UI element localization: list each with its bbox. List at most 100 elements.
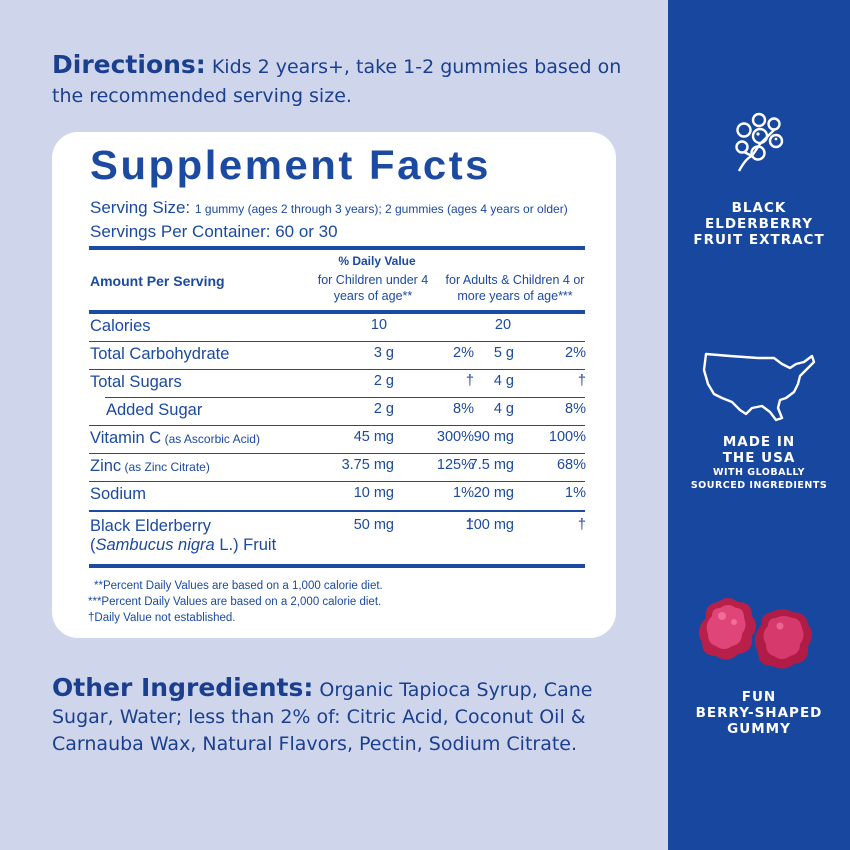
footnote: †Daily Value not established. — [88, 612, 236, 624]
row-divider — [89, 341, 585, 342]
facts-row-vitamin-c: Vitamin C (as Ascorbic Acid) 45 mg 300% … — [90, 426, 586, 452]
child-amount: 2 g — [373, 401, 394, 417]
feature-subline: SOURCED INGREDIENTS — [690, 480, 828, 491]
elderberry-paren: ( — [90, 536, 96, 554]
facts-row-total-sugars: Total Sugars 2 g † 4 g † — [90, 370, 586, 396]
adult-dv: 68% — [556, 457, 586, 473]
header-amount-per-serving: Amount Per Serving — [90, 273, 225, 289]
directions-label: Directions: — [52, 50, 206, 79]
row-divider — [89, 453, 585, 454]
adult-amount: 5 g — [493, 345, 514, 361]
other-ingredients-body: Organic Tapioca Syrup, Cane Sugar, Water… — [52, 679, 593, 755]
feature-line: BERRY-SHAPED — [695, 705, 823, 721]
facts-row-sodium: Sodium 10 mg 1% 20 mg 1% — [90, 482, 586, 508]
directions-body: Kids 2 years+, take 1-2 gummies based on… — [52, 56, 622, 107]
nutrient-name: Zinc (as Zinc Citrate) — [90, 457, 210, 476]
feature-elderberry-label: BLACK ELDERBERRY FRUIT EXTRACT — [668, 200, 850, 248]
feature-usa-label: MADE IN THE USA WITH GLOBALLY SOURCED IN… — [668, 434, 850, 492]
facts-row-calories: Calories 10 20 — [90, 314, 586, 340]
usa-map-icon — [702, 352, 816, 422]
child-amount: 10 — [370, 317, 388, 333]
nutrient-name: Total Sugars — [90, 373, 182, 391]
child-dv: † — [465, 517, 474, 533]
nutrient-name: Black Elderberry (Sambucus nigra L.) Fru… — [90, 517, 276, 555]
elderberry-latin: Sambucus nigra — [95, 536, 215, 554]
feature-line: GUMMY — [727, 721, 791, 737]
nutrient-note: (as Ascorbic Acid) — [161, 432, 260, 446]
nutrient-label: Zinc — [90, 457, 122, 475]
adult-dv: † — [577, 373, 586, 389]
footnote: **Percent Daily Values are based on a 1,… — [94, 580, 383, 592]
divider — [89, 564, 585, 568]
feature-line: MADE IN — [722, 434, 796, 450]
adult-amount: 20 mg — [473, 485, 514, 501]
adult-dv: 8% — [565, 401, 586, 417]
facts-row-zinc: Zinc (as Zinc Citrate) 3.75 mg 125% 7.5 … — [90, 454, 586, 480]
serving-size: Serving Size: 1 gummy (ages 2 through 3 … — [90, 198, 568, 218]
header-children: for Children under 4 years of age** — [317, 273, 429, 303]
other-ingredients-text: Other Ingredients: Organic Tapioca Syrup… — [52, 674, 652, 758]
other-ingredients-label: Other Ingredients: — [52, 673, 314, 702]
feature-subline: WITH GLOBALLY — [713, 467, 805, 478]
elderberry-icon — [735, 112, 784, 172]
nutrient-name: Calories — [90, 317, 151, 335]
child-amount: 50 mg — [353, 517, 394, 533]
elderberry-line2: L.) Fruit — [214, 536, 277, 554]
row-divider — [105, 397, 585, 398]
nutrient-name: Sodium — [90, 485, 146, 503]
adult-dv: 100% — [548, 429, 586, 445]
child-amount: 3.75 mg — [341, 457, 394, 473]
adult-amount: 4 g — [493, 373, 514, 389]
footnotes: **Percent Daily Values are based on a 1,… — [88, 578, 383, 626]
directions-text: Directions: Kids 2 years+, take 1-2 gumm… — [52, 50, 632, 111]
adult-dv: 2% — [565, 345, 586, 361]
row-divider — [89, 425, 585, 426]
footnote: ***Percent Daily Values are based on a 2… — [88, 596, 382, 608]
feature-line: FUN — [741, 689, 777, 705]
facts-title: Supplement Facts — [90, 142, 491, 188]
nutrient-name: Total Carbohydrate — [90, 345, 230, 363]
row-divider — [89, 510, 585, 512]
feature-line: BLACK — [731, 200, 787, 216]
feature-line: THE USA — [722, 450, 796, 466]
servings-per-container: Servings Per Container: 60 or 30 — [90, 222, 338, 241]
feature-line: FRUIT EXTRACT — [693, 232, 825, 248]
child-dv: † — [465, 373, 474, 389]
child-dv: 1% — [453, 485, 474, 501]
supplement-facts-panel: Supplement Facts Serving Size: 1 gummy (… — [52, 132, 616, 638]
adult-amount: 90 mg — [473, 429, 514, 445]
gummy-image — [698, 598, 812, 669]
row-divider — [89, 369, 585, 370]
nutrient-name: Added Sugar — [106, 401, 203, 419]
adult-dv: † — [577, 517, 586, 533]
adult-amount: 7.5 mg — [469, 457, 514, 473]
child-amount: 10 mg — [353, 485, 394, 501]
facts-row-added-sugar: Added Sugar 2 g 8% 4 g 8% — [90, 398, 586, 424]
feature-line: ELDERBERRY — [705, 216, 813, 232]
child-dv: 8% — [453, 401, 474, 417]
nutrient-label: Vitamin C — [90, 429, 162, 447]
child-dv: 125% — [436, 457, 474, 473]
child-dv: 300% — [436, 429, 474, 445]
child-amount: 3 g — [373, 345, 394, 361]
child-dv: 2% — [453, 345, 474, 361]
facts-row-carbohydrate: Total Carbohydrate 3 g 2% 5 g 2% — [90, 342, 586, 368]
adult-dv: 1% — [565, 485, 586, 501]
feature-sidebar: BLACK ELDERBERRY FRUIT EXTRACT MADE IN T… — [668, 0, 850, 850]
facts-row-elderberry: Black Elderberry (Sambucus nigra L.) Fru… — [90, 514, 586, 564]
adult-amount: 20 — [494, 317, 512, 333]
feature-gummy-label: FUN BERRY-SHAPED GUMMY — [668, 689, 850, 737]
child-amount: 2 g — [373, 373, 394, 389]
nutrient-name: Vitamin C (as Ascorbic Acid) — [90, 429, 260, 448]
divider — [89, 310, 585, 314]
header-daily-value: % Daily Value — [338, 254, 416, 268]
row-divider — [89, 481, 585, 482]
divider — [89, 246, 585, 250]
adult-amount: 4 g — [493, 401, 514, 417]
header-adults: for Adults & Children 4 or more years of… — [445, 273, 585, 303]
serving-size-label: Serving Size: — [90, 198, 195, 217]
elderberry-line1: Black Elderberry — [90, 517, 212, 535]
serving-size-value: 1 gummy (ages 2 through 3 years); 2 gumm… — [194, 202, 568, 216]
adult-amount: 100 mg — [465, 517, 514, 533]
child-amount: 45 mg — [353, 429, 394, 445]
